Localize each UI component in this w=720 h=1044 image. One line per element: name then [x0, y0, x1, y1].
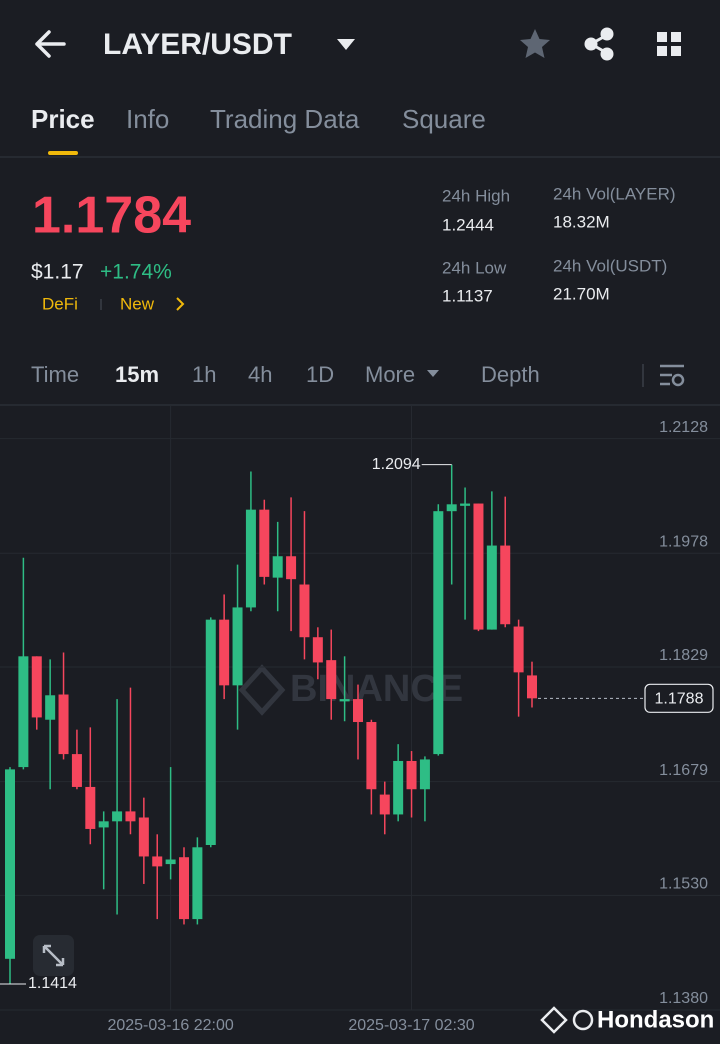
candle-body: [45, 695, 56, 720]
candlestick-chart: 1.2128 1.1978 1.1829 1.1679 1.1530 1.1380 2025…: [0, 405, 720, 1034]
candle-body: [245, 509, 256, 608]
candle-body: [125, 811, 136, 822]
tag[interactable]: New: [120, 294, 155, 313]
interval[interactable]: 1h: [192, 362, 216, 387]
y-tick-label: 1.2128: [659, 419, 708, 436]
tab[interactable]: Price: [31, 104, 95, 134]
candle-body: [527, 675, 537, 699]
candle-body: [460, 503, 471, 506]
x-tick-label: 2025-03-17 02:30: [348, 1017, 474, 1034]
last-price-box: [644, 683, 714, 713]
candle-body: [98, 821, 109, 828]
interval[interactable]: Time: [31, 362, 79, 387]
candle-body: [406, 760, 417, 790]
candle-body: [326, 660, 337, 700]
footer-logo: [540, 1006, 594, 1034]
candle-body: [192, 847, 203, 920]
stat-value: 18.32M: [553, 212, 610, 231]
candle-body: [5, 769, 15, 959]
candle-body: [339, 699, 350, 702]
more-caret: [427, 370, 439, 377]
stat-label: 24h High: [442, 186, 510, 205]
menu-grid-icon[interactable]: [657, 32, 681, 56]
low-label: 1.1414: [28, 975, 77, 992]
tag[interactable]: DeFi: [42, 294, 78, 313]
candle-body: [232, 607, 243, 686]
candle-body: [152, 856, 163, 867]
candle-body: [433, 511, 444, 755]
candle-body: [500, 545, 511, 625]
candle-body: [179, 857, 189, 920]
favorite-icon[interactable]: [520, 29, 550, 58]
x-tick-label: 2025-03-16 22:00: [107, 1017, 233, 1034]
y-tick-label: 1.1829: [659, 647, 708, 664]
tab[interactable]: Square: [402, 104, 486, 134]
pair-title[interactable]: LAYER/USDT: [103, 28, 292, 61]
candle-body: [219, 619, 230, 686]
price-change: +1.74%: [100, 261, 172, 284]
stat-value: 1.1137: [442, 286, 493, 305]
last-price: 1.1784: [32, 187, 191, 245]
candle-body: [205, 619, 216, 845]
candle-body: [393, 760, 404, 815]
candle-body: [419, 759, 430, 790]
candle-body: [71, 754, 82, 787]
stat-label: 24h Low: [442, 258, 507, 277]
interval[interactable]: 1D: [306, 362, 334, 387]
y-tick-label: 1.1530: [659, 876, 708, 893]
interval[interactable]: More: [365, 362, 415, 387]
stat-value: 1.2444: [442, 215, 494, 234]
candle-body: [58, 694, 69, 755]
tag-chevron: [176, 297, 185, 311]
tab[interactable]: Info: [126, 104, 169, 134]
interval[interactable]: 15m: [115, 362, 159, 387]
candle-body: [379, 794, 390, 815]
candle-body: [31, 656, 42, 718]
last-price-label: 1.1788: [655, 691, 704, 708]
footer-text: Hondason: [597, 1006, 714, 1033]
candle-body: [353, 699, 363, 723]
candle-body: [165, 859, 176, 865]
interval[interactable]: Depth: [481, 362, 540, 387]
y-tick-label: 1.1380: [659, 990, 708, 1007]
chart-settings-icon[interactable]: [660, 364, 685, 387]
interval[interactable]: 4h: [248, 362, 272, 387]
candle-body: [446, 504, 457, 512]
high-label: 1.2094: [372, 456, 421, 473]
candle-body: [85, 786, 96, 829]
candle-body: [138, 817, 149, 857]
fiat-price: $1.17: [31, 261, 84, 284]
candle-body: [366, 722, 377, 790]
expand-button[interactable]: [33, 935, 74, 976]
stat-label: 24h Vol(USDT): [553, 256, 667, 275]
pair-dropdown[interactable]: [337, 39, 355, 50]
candle-body: [473, 503, 484, 630]
share-icon[interactable]: [584, 27, 614, 61]
candle-body: [486, 545, 497, 630]
candle-body: [112, 811, 123, 822]
candle-body: [18, 656, 29, 768]
candle-body: [272, 556, 283, 578]
candle-body: [299, 584, 310, 638]
tab[interactable]: Trading Data: [210, 104, 360, 134]
candle-body: [513, 626, 524, 673]
stat-value: 21.70M: [553, 284, 610, 303]
candle-body: [312, 637, 323, 663]
active-tab-indicator: [48, 151, 78, 155]
candle-body: [286, 556, 297, 580]
stat-label: 24h Vol(LAYER): [553, 184, 676, 203]
candle-body: [259, 509, 270, 577]
y-tick-label: 1.1978: [659, 533, 708, 550]
y-tick-label: 1.1679: [659, 762, 708, 779]
back-button[interactable]: [35, 30, 66, 58]
